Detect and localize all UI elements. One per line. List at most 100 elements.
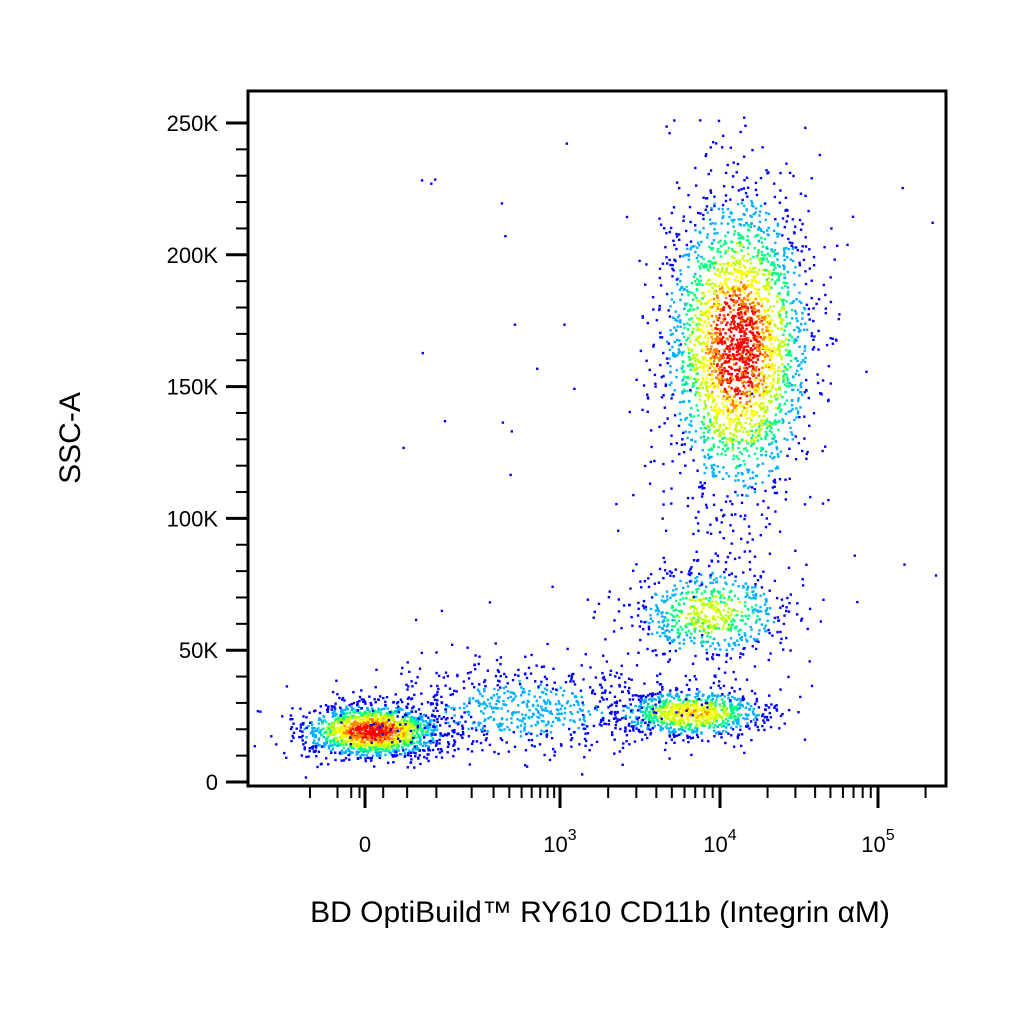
event-dot [734,678,737,681]
event-dot [740,299,743,302]
event-dot [737,271,740,274]
event-dot [376,698,380,701]
event-dot [390,711,393,714]
event-dot [357,711,360,714]
event-dot [751,267,755,270]
event-dot [778,727,781,730]
event-dot [765,349,768,352]
event-dot [704,614,707,617]
event-dot [723,570,726,574]
event-dot [723,671,727,674]
event-dot [751,609,755,612]
event-dot [701,348,704,351]
event-dot [739,698,743,701]
event-dot [753,692,757,695]
event-dot [647,628,651,631]
event-dot [361,748,364,751]
event-dot [767,314,770,317]
event-dot [716,615,720,619]
event-dot [663,569,667,572]
event-dot [733,230,737,233]
event-dot [710,592,713,595]
event-dot [799,385,803,389]
event-dot [712,256,715,259]
event-dot [388,746,392,749]
event-dot [363,718,366,722]
event-dot [738,223,741,226]
event-dot [721,208,724,211]
event-dot [313,739,316,742]
event-dot [427,747,430,750]
event-dot [381,720,384,723]
event-dot [779,309,782,312]
event-dot [714,600,718,603]
event-dot [725,660,728,664]
event-dot [726,723,729,726]
event-dot [685,696,688,699]
event-dot [456,732,459,736]
event-dot [346,708,349,711]
event-dot [723,280,727,283]
event-dot [743,601,747,604]
event-dot [691,605,694,608]
event-dot [650,699,653,703]
event-dot [706,431,710,434]
event-dot [698,265,701,268]
event-dot [730,599,733,602]
event-dot [348,703,351,707]
event-dot [699,599,702,603]
event-dot [782,378,785,382]
event-dot [365,742,368,746]
event-dot [722,707,725,710]
event-dot [639,638,642,642]
event-dot [366,731,369,734]
event-dot [676,338,679,342]
event-dot [658,304,661,308]
event-dot [392,761,395,764]
event-dot [728,591,732,594]
event-dot [660,700,663,703]
event-dot [637,698,641,701]
event-dot [675,704,678,708]
event-dot [765,715,769,719]
event-dot [773,706,776,709]
event-dot [744,725,748,728]
event-dot [677,636,680,639]
event-dot [705,506,709,509]
event-dot [348,758,351,761]
event-dot [371,730,375,733]
event-dot [705,720,708,723]
event-dot [406,730,409,733]
event-dot [313,727,316,730]
event-dot [693,642,696,645]
event-dot [732,722,735,725]
event-dot [334,702,337,705]
event-dot [707,453,710,456]
event-dot [706,603,709,606]
event-dot [327,763,330,766]
event-dot [711,600,714,603]
event-dot [777,276,780,279]
event-dot [754,721,757,724]
event-dot [761,345,765,348]
event-dot [689,612,692,615]
event-dot [628,729,632,732]
event-dot [300,736,303,739]
event-dot [744,439,747,443]
event-dot [700,583,703,586]
event-dot [372,741,375,744]
event-dot [435,728,439,731]
event-dot [718,531,722,534]
event-dot [320,762,323,765]
event-dot [682,602,686,605]
event-dot [721,718,724,721]
event-dot [345,736,348,739]
event-dot [735,708,739,712]
event-dot [711,626,715,629]
event-dot [674,730,677,734]
event-dot [706,268,710,271]
event-dot [393,739,396,742]
event-dot [359,718,362,721]
event-dot [346,715,349,719]
event-dot [701,449,704,452]
